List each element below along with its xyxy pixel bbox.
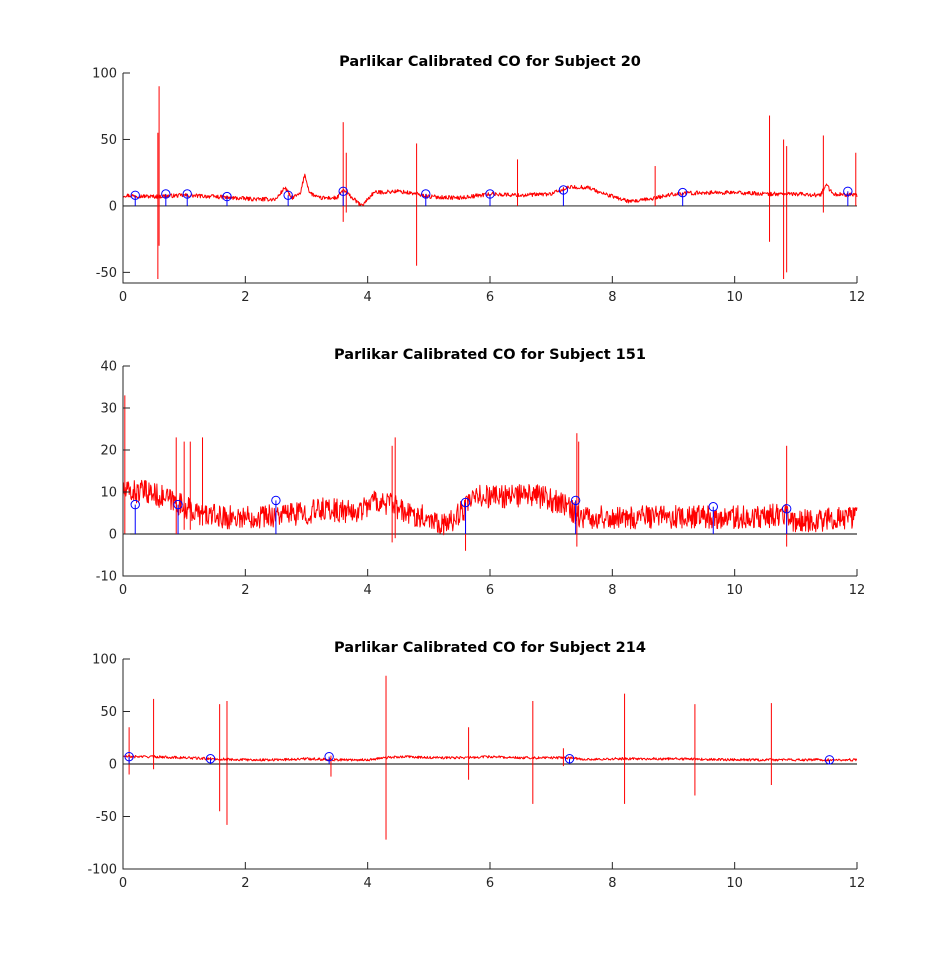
stem-marker <box>843 186 853 196</box>
x-tick-label: 4 <box>364 290 372 305</box>
x-tick-label: 0 <box>119 290 127 305</box>
y-tick-label: 100 <box>92 67 117 82</box>
x-tick-label: 4 <box>364 583 372 598</box>
stem-marker <box>222 191 232 202</box>
x-tick-label: 2 <box>241 290 249 305</box>
x-tick-label: 12 <box>849 876 866 891</box>
axes-frame <box>122 366 857 577</box>
x-tick-label: 4 <box>364 876 372 891</box>
stem-marker <box>324 751 334 762</box>
subplot-title: Parlikar Calibrated CO for Subject 214 <box>334 640 646 656</box>
x-tick-label: 12 <box>849 290 866 305</box>
stem-marker <box>124 751 134 762</box>
y-tick-label: 0 <box>109 758 117 773</box>
stem-marker <box>781 504 792 514</box>
subplot-subject-151: Parlikar Calibrated CO for Subject 151 0… <box>96 347 866 598</box>
subplot-title: Parlikar Calibrated CO for Subject 20 <box>339 54 641 70</box>
x-tick-label: 12 <box>849 583 866 598</box>
y-tick-label: 10 <box>100 486 117 501</box>
stem-marker <box>283 190 293 200</box>
x-tick-label: 6 <box>486 290 494 305</box>
stem-marker <box>558 185 569 195</box>
co-trace <box>122 754 858 762</box>
y-tick-label: 0 <box>109 528 117 543</box>
stem-marker <box>338 186 348 196</box>
co-trace <box>122 479 858 536</box>
y-tick-label: 40 <box>100 360 117 375</box>
x-tick-label: 6 <box>486 876 494 891</box>
x-tick-label: 8 <box>608 876 616 891</box>
stem-marker <box>130 499 140 510</box>
subplot-title: Parlikar Calibrated CO for Subject 151 <box>334 347 646 363</box>
x-tick-label: 2 <box>241 876 249 891</box>
y-tick-label: -10 <box>96 570 117 585</box>
x-tick-label: 10 <box>726 583 743 598</box>
y-tick-label: 30 <box>100 402 117 417</box>
stem-marker <box>460 497 471 508</box>
x-tick-label: 6 <box>486 583 494 598</box>
y-tick-label: -50 <box>96 810 117 825</box>
stem-marker <box>161 189 171 199</box>
x-tick-label: 0 <box>119 583 127 598</box>
subplot-subject-214: Parlikar Calibrated CO for Subject 214 0… <box>87 640 865 891</box>
y-tick-label: 0 <box>109 199 117 214</box>
y-tick-label: 100 <box>92 653 117 668</box>
stem-marker <box>130 190 140 200</box>
x-tick-label: 0 <box>119 876 127 891</box>
stem-marker <box>570 495 581 506</box>
stem-marker <box>708 502 718 512</box>
axes-frame <box>122 73 857 284</box>
stem-marker <box>677 187 688 198</box>
stem-marker <box>205 754 216 764</box>
y-tick-label: 50 <box>100 133 117 148</box>
stem-marker <box>421 189 431 199</box>
stem-marker <box>564 754 575 764</box>
stem-marker <box>182 189 192 199</box>
stem-marker <box>824 755 835 765</box>
x-tick-label: 8 <box>608 290 616 305</box>
stem-marker <box>485 189 495 199</box>
y-tick-label: 50 <box>100 705 117 720</box>
y-tick-label: -100 <box>87 863 117 878</box>
stem-marker <box>271 495 281 506</box>
x-tick-label: 10 <box>726 876 743 891</box>
x-tick-label: 8 <box>608 583 616 598</box>
y-tick-label: 20 <box>100 444 117 459</box>
x-tick-label: 2 <box>241 583 249 598</box>
subplot-subject-20: Parlikar Calibrated CO for Subject 20 0 2… <box>92 54 865 305</box>
stem-marker <box>173 499 183 510</box>
x-tick-label: 10 <box>726 290 743 305</box>
subplot-plot-area: 0 2 4 6 8 10 12 -100 -50 0 50 100 <box>87 653 865 892</box>
y-tick-label: -50 <box>96 266 117 281</box>
